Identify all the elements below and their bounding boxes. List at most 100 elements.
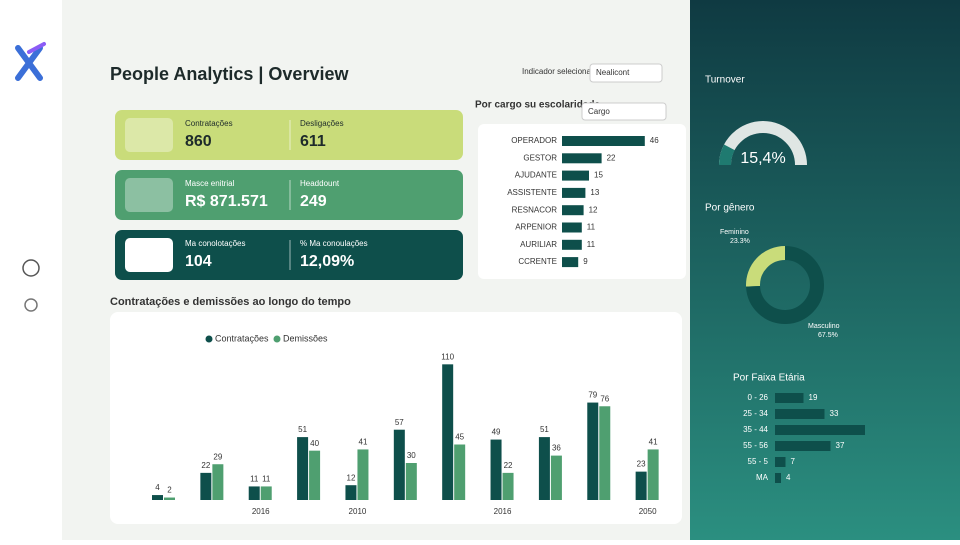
bar-value: 33 xyxy=(830,409,839,418)
bar xyxy=(562,205,584,216)
bar xyxy=(562,257,579,268)
donut-category: Masculino xyxy=(808,323,840,330)
nav-icon[interactable] xyxy=(24,298,38,312)
bar xyxy=(164,497,175,500)
bar-value: 22 xyxy=(607,153,616,162)
bar xyxy=(538,437,550,500)
legend-marker xyxy=(273,335,281,343)
bar-value: 4 xyxy=(786,473,791,482)
logo-accent xyxy=(27,42,46,54)
bar-value: 110 xyxy=(441,352,454,361)
bar xyxy=(454,444,466,500)
bar-category: 35 - 44 xyxy=(743,425,768,434)
kpi-label: Ma conolotações xyxy=(185,239,245,248)
kpi-card xyxy=(115,230,463,280)
bar-value: 12 xyxy=(347,473,356,482)
bar xyxy=(775,409,825,419)
bar xyxy=(393,429,405,500)
bar xyxy=(297,437,309,500)
kpi-value: R$ 871.571 xyxy=(185,193,268,210)
bar xyxy=(357,449,369,500)
bar xyxy=(152,495,163,500)
donut-category: Feminino xyxy=(720,229,749,236)
bar-value: 49 xyxy=(492,428,501,437)
kpi-label: Masce enitrial xyxy=(185,179,235,188)
kpi-value: 104 xyxy=(185,253,212,270)
bar-value: 7 xyxy=(791,457,796,466)
cargo-dropdown[interactable] xyxy=(581,102,667,121)
bar xyxy=(775,393,804,403)
bar-category: MA xyxy=(756,473,769,482)
cargo-title: Por cargo su escolaridade xyxy=(475,100,600,111)
bar xyxy=(647,449,659,500)
bar-value: 45 xyxy=(455,433,464,442)
kpi-label: Contratações xyxy=(185,119,233,128)
legend-label: Contratações xyxy=(215,333,269,343)
donut-slice xyxy=(746,246,824,324)
kpi-value: 249 xyxy=(300,193,327,210)
bar-value: 12 xyxy=(589,205,598,214)
kpi-value: 611 xyxy=(300,133,326,150)
bar-value: 2 xyxy=(167,486,172,495)
bar xyxy=(775,457,786,467)
sidebar xyxy=(0,0,62,540)
logo xyxy=(15,45,43,81)
gauge-label: 15,4% xyxy=(740,150,785,167)
legend-label: Demissões xyxy=(283,333,328,343)
bar-value: 37 xyxy=(836,441,845,450)
bar-category: 55 - 5 xyxy=(748,457,769,466)
gauge-value xyxy=(719,144,735,166)
bar-category: AURILIAR xyxy=(520,240,557,249)
bar-value: 57 xyxy=(395,418,404,427)
nav-icon[interactable] xyxy=(22,259,40,277)
bar xyxy=(248,486,260,500)
bar-category: CCRENTE xyxy=(518,257,557,266)
bar-category: ARPENIOR xyxy=(515,223,557,232)
bar xyxy=(562,136,645,146)
kpi-label: Desligações xyxy=(300,119,344,128)
bar xyxy=(562,170,589,181)
bar xyxy=(490,439,502,500)
kpi-card xyxy=(115,170,463,220)
bar xyxy=(775,473,781,483)
bar-value: 79 xyxy=(588,391,597,400)
bar xyxy=(635,471,647,500)
selector-value[interactable]: Nealicont xyxy=(596,68,630,77)
bar-value: 9 xyxy=(583,257,588,266)
bar xyxy=(260,486,272,500)
bar xyxy=(562,222,582,233)
bar xyxy=(345,485,357,500)
bar-value: 19 xyxy=(809,393,818,402)
x-tick-label: 2010 xyxy=(349,507,367,516)
donut-value: 23.3% xyxy=(730,238,750,245)
selector[interactable] xyxy=(589,63,663,83)
bar xyxy=(502,472,514,500)
bar xyxy=(550,455,562,500)
x-tick-label: 2050 xyxy=(639,507,657,516)
bar xyxy=(599,406,611,500)
bar-category: 25 - 34 xyxy=(743,409,768,418)
bar-value: 22 xyxy=(504,461,513,470)
bar-category: OPERADOR xyxy=(511,136,557,145)
bar-category: 55 - 56 xyxy=(743,441,768,450)
cargo-dropdown-value[interactable]: Cargo xyxy=(588,107,610,116)
bar xyxy=(309,450,321,500)
bar-value: 13 xyxy=(590,188,599,197)
bar-value: 11 xyxy=(587,240,596,249)
bar-category: 0 - 26 xyxy=(748,393,769,402)
bar-value: 11 xyxy=(250,475,259,484)
bar xyxy=(775,441,831,451)
donut-value: 67.5% xyxy=(818,332,838,339)
kpi-icon xyxy=(125,178,173,212)
selector-label: Indicador selecionado xyxy=(522,67,600,76)
gender-title: Por gênero xyxy=(705,203,755,214)
bar-value: 41 xyxy=(649,438,658,447)
kpi-value: 12,09% xyxy=(300,253,354,270)
kpi-icon xyxy=(125,118,173,152)
bar-value: 51 xyxy=(298,425,307,434)
bar-category: RESNACOR xyxy=(512,205,558,214)
bar-value: 76 xyxy=(600,394,609,403)
bar xyxy=(200,472,212,500)
